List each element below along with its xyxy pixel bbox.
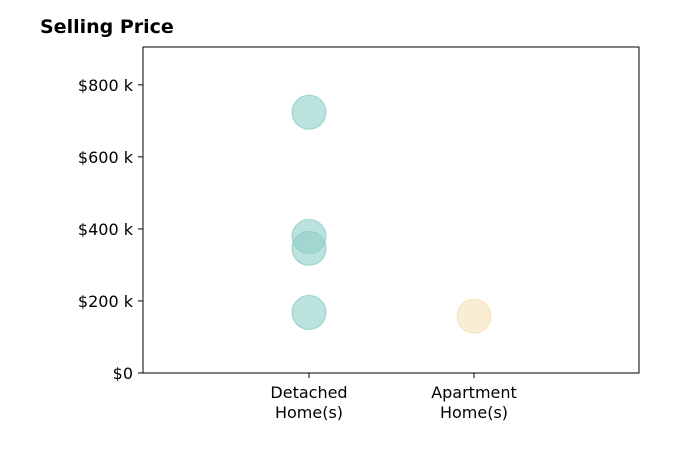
chart-title: Selling Price — [40, 16, 174, 38]
y-tick-label: $0 — [113, 364, 133, 383]
y-tick-label: $200 k — [78, 292, 134, 311]
x-tick-label: Home(s) — [440, 403, 508, 422]
data-point — [291, 294, 327, 330]
data-point — [291, 230, 327, 266]
y-tick-label: $600 k — [78, 148, 134, 167]
x-tick-label: Home(s) — [275, 403, 343, 422]
plot-frame — [142, 46, 640, 374]
data-point — [291, 94, 327, 130]
y-tick-label: $400 k — [78, 220, 134, 239]
x-tick-label: Detached — [270, 383, 347, 402]
data-point — [456, 298, 492, 334]
x-tick-label: Apartment — [431, 383, 517, 402]
y-tick-label: $800 k — [78, 76, 134, 95]
